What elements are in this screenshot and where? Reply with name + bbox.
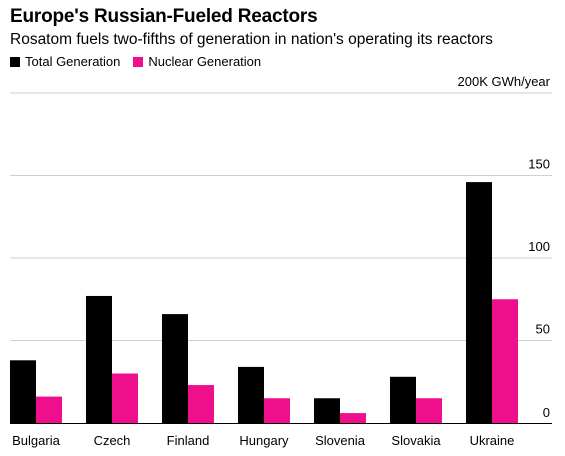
bar-nuclear-generation: [416, 398, 442, 423]
y-tick-label: 200K GWh/year: [458, 74, 551, 89]
x-tick-label: Ukraine: [470, 433, 515, 448]
bar-nuclear-generation: [492, 299, 518, 423]
chart-title: Europe's Russian-Fueled Reactors: [10, 6, 318, 27]
y-tick-label: 150: [528, 157, 550, 172]
legend: Total Generation Nuclear Generation: [10, 54, 274, 69]
bar-total-generation: [86, 295, 112, 423]
bar-total-generation: [10, 360, 36, 423]
x-tick-label: Hungary: [239, 433, 289, 448]
legend-swatch-nuclear: [133, 56, 144, 67]
bar-nuclear-generation: [188, 385, 214, 423]
y-tick-label: 0: [543, 405, 550, 420]
x-tick-label: Finland: [167, 433, 210, 448]
y-tick-label: 50: [536, 322, 550, 337]
legend-item-total: Total Generation: [10, 54, 120, 69]
bar-nuclear-generation: [340, 413, 366, 423]
bar-nuclear-generation: [36, 396, 62, 423]
bar-nuclear-generation: [264, 398, 290, 423]
x-tick-label: Czech: [94, 433, 131, 448]
chart-subtitle: Rosatom fuels two-fifths of generation i…: [10, 31, 493, 48]
y-tick-label: 100: [528, 239, 550, 254]
legend-item-nuclear: Nuclear Generation: [133, 54, 261, 69]
bar-total-generation: [162, 314, 188, 423]
x-tick-label: Slovenia: [315, 433, 366, 448]
bar-total-generation: [466, 182, 492, 423]
legend-swatch-total: [10, 56, 20, 67]
x-tick-label: Slovakia: [391, 433, 441, 448]
legend-label-total: Total Generation: [25, 54, 121, 69]
bar-total-generation: [314, 398, 340, 423]
x-tick-label: Bulgaria: [12, 433, 60, 448]
legend-label-nuclear: Nuclear Generation: [148, 54, 262, 69]
bar-nuclear-generation: [112, 373, 138, 423]
bar-total-generation: [238, 366, 264, 423]
bar-total-generation: [390, 376, 416, 423]
